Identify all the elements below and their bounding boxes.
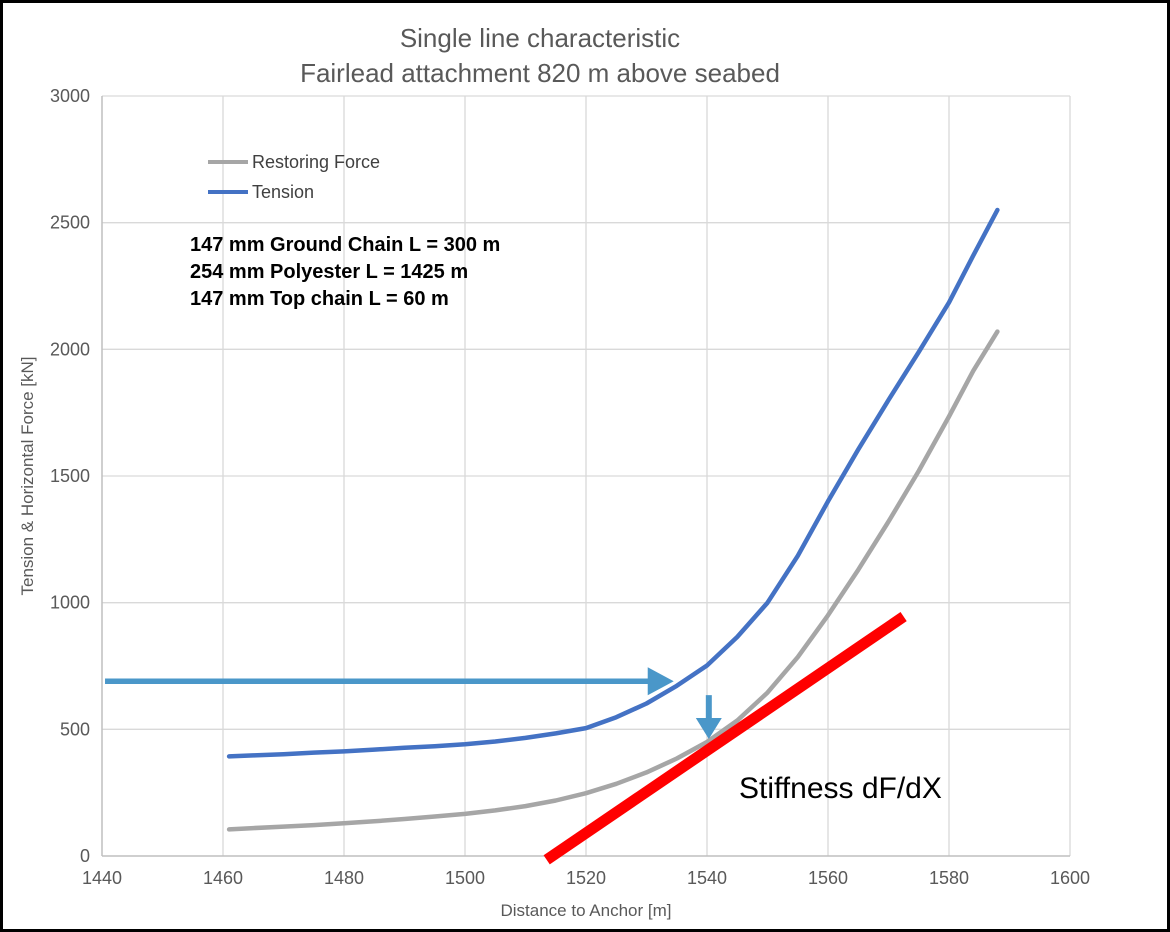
y-tick-label-1000: 1000 — [50, 593, 90, 613]
y-tick-label-2500: 2500 — [50, 213, 90, 233]
spec-line-polyester: 254 mm Polyester L = 1425 m — [190, 261, 469, 283]
series-tension — [226, 207, 1000, 759]
legend-label-tension: Tension — [252, 181, 315, 202]
y-axis-title: Tension & Horizontal Force [kN] — [18, 356, 37, 595]
y-tick-label-0: 0 — [80, 846, 90, 866]
y-tick-label-2000: 2000 — [50, 339, 90, 359]
spec-line-ground-chain: 147 mm Ground Chain L = 300 m — [190, 234, 501, 256]
stiffness-label: Stiffness dF/dX — [739, 772, 942, 805]
x-tick-label-1460: 1460 — [203, 868, 243, 888]
y-tick-label-1500: 1500 — [50, 466, 90, 486]
y-tick-label-500: 500 — [60, 719, 90, 739]
chart-title: Single line characteristic Fairlead atta… — [3, 21, 1077, 91]
spec-line-top-chain: 147 mm Top chain L = 60 m — [190, 288, 449, 310]
legend: Restoring Force Tension — [208, 147, 380, 207]
x-tick-label-1480: 1480 — [324, 868, 364, 888]
chart-title-line2: Fairlead attachment 820 m above seabed — [300, 58, 780, 88]
x-tick-label-1560: 1560 — [808, 868, 848, 888]
horizontal-arrow-head-icon — [647, 667, 674, 696]
x-tick-label-1500: 1500 — [445, 868, 485, 888]
x-tick-label-1440: 1440 — [82, 868, 122, 888]
x-tick-label-1580: 1580 — [929, 868, 969, 888]
legend-swatch-restoring-force — [208, 160, 248, 164]
vertical-arrow-head-icon — [695, 717, 722, 739]
x-tick-label-1520: 1520 — [566, 868, 606, 888]
chart-plot: 1440 1460 1480 1500 1520 1540 1560 1580 1600 0 500… — [18, 86, 1090, 920]
x-tick-label-1600: 1600 — [1050, 868, 1090, 888]
legend-item-restoring-force: Restoring Force — [208, 147, 380, 177]
series-restoring-force — [226, 329, 1000, 832]
x-tick-label-1540: 1540 — [687, 868, 727, 888]
line-spec-annotation: 147 mm Ground Chain L = 300 m 254 mm Pol… — [190, 232, 500, 313]
stiffness-tangent-line — [543, 612, 907, 865]
chart-title-line1: Single line characteristic — [399, 23, 681, 53]
legend-item-tension: Tension — [208, 177, 380, 207]
y-tick-label-3000: 3000 — [50, 86, 90, 106]
legend-swatch-tension — [208, 190, 248, 194]
legend-label-restoring-force: Restoring Force — [252, 151, 381, 172]
x-axis-title: Distance to Anchor [m] — [500, 901, 671, 920]
